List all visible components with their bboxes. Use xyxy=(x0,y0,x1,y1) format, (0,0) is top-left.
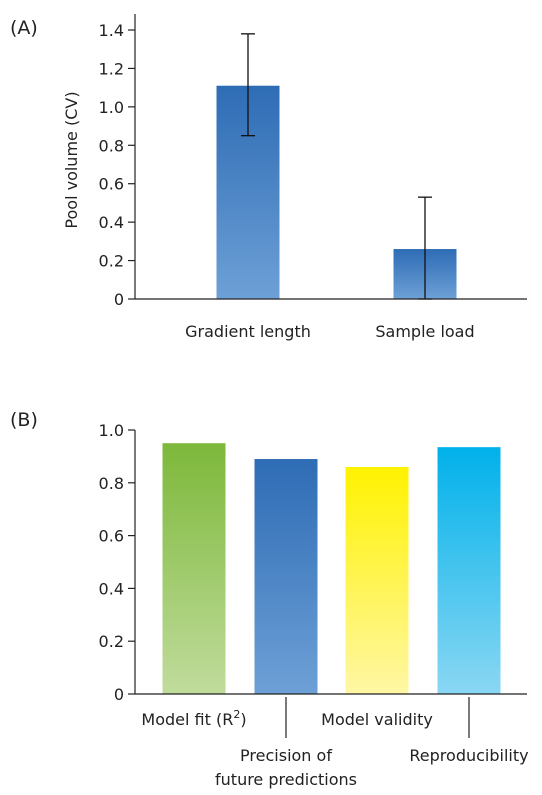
panel-b-bar xyxy=(345,466,409,694)
panel-b-y-tick-label: 0.6 xyxy=(99,527,124,546)
panel-a-y-tick-label: 1.4 xyxy=(99,21,124,40)
panel-a-chart: (A) Pool volume (CV) 0 0.2 0.4 0.6 0.8 1.0 1.2… xyxy=(10,14,527,341)
panel-b-y-tick-label: 0.4 xyxy=(99,579,124,598)
panel-a-y-tick-label: 0.2 xyxy=(99,252,124,271)
panel-a-x-labels: Gradient length Sample load xyxy=(185,322,475,341)
panel-a-category-label: Gradient length xyxy=(185,322,311,341)
panel-b-category-label: Model fit (R2) xyxy=(141,708,246,729)
panel-a-y-tick-label: 0 xyxy=(114,290,124,309)
panel-b-chart: (B) 0 0.2 0.4 0.6 0.8 1.0 Model fit (R2) Preci… xyxy=(10,409,529,789)
panel-b-category-label: Reproducibility xyxy=(409,746,528,765)
panel-b-bar xyxy=(254,459,318,694)
panel-b-category-label: future predictions xyxy=(215,770,357,789)
panel-b-category-label: Model validity xyxy=(321,710,433,729)
panel-a-y-axis-title: Pool volume (CV) xyxy=(62,91,81,228)
panel-a-error-bars xyxy=(241,33,432,300)
panel-b-y-tick-label: 0.2 xyxy=(99,632,124,651)
panel-b-bar xyxy=(437,447,501,694)
panel-a-y-tick-label: 0.8 xyxy=(99,136,124,155)
panel-b-label: (B) xyxy=(10,409,38,431)
panel-b-y-tick-label: 0.8 xyxy=(99,474,124,493)
panel-b-category-label: Precision of xyxy=(240,746,332,765)
panel-b-x-labels: Model fit (R2) Precision of future predict… xyxy=(141,697,529,789)
panel-a-bars xyxy=(216,85,457,299)
panel-a-y-tick-label: 0.4 xyxy=(99,213,124,232)
panel-b-bars xyxy=(162,443,501,694)
panel-b-y-ticks: 0 0.2 0.4 0.6 0.8 1.0 xyxy=(99,421,135,704)
panel-a-label: (A) xyxy=(10,17,38,39)
panel-a-y-tick-label: 0.6 xyxy=(99,175,124,194)
panel-a-category-label: Sample load xyxy=(375,322,474,341)
panel-b-bar xyxy=(162,443,226,694)
panel-a-y-tick-label: 1.2 xyxy=(99,59,124,78)
panel-a-y-ticks: 0 0.2 0.4 0.6 0.8 1.0 1.2 1.4 xyxy=(99,21,135,309)
panel-b-y-tick-label: 0 xyxy=(114,685,124,704)
panel-b-y-tick-label: 1.0 xyxy=(99,421,124,440)
panel-a-y-tick-label: 1.0 xyxy=(99,98,124,117)
